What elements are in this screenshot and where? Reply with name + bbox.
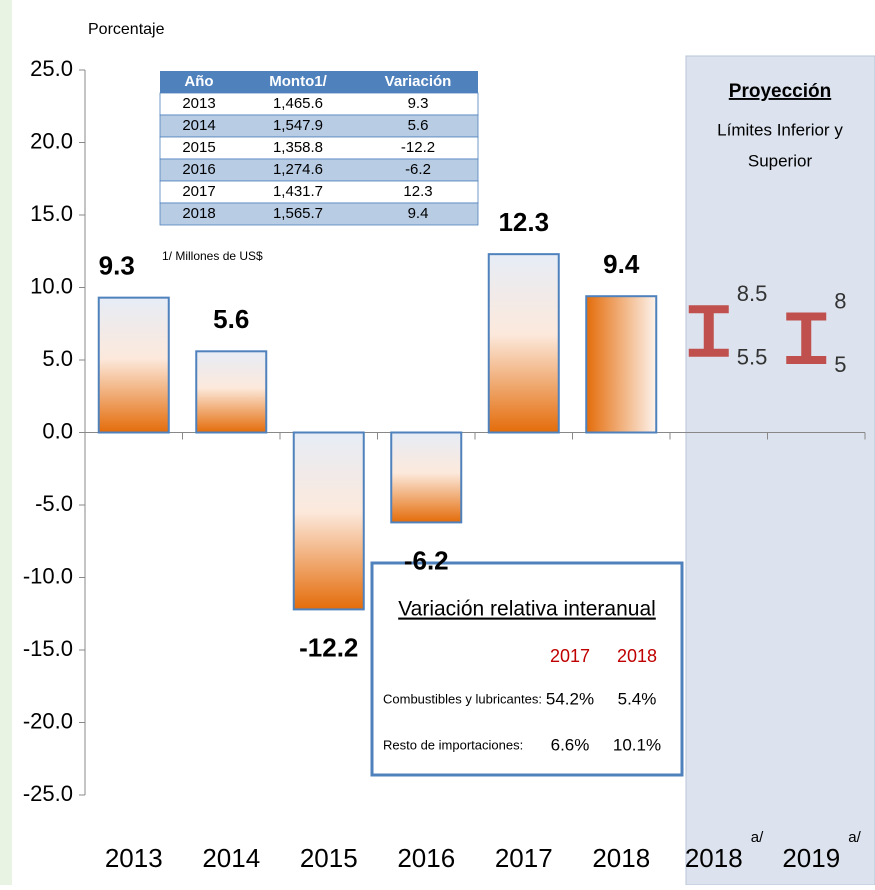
x-tick-label: 2016 <box>397 843 455 873</box>
range-cap-lower <box>786 356 827 364</box>
x-tick-label: 2019 <box>782 843 840 873</box>
bar <box>97 296 170 434</box>
table-cell: 1,565.7 <box>273 205 323 222</box>
bar <box>390 431 463 524</box>
table-cell: -12.2 <box>401 139 435 156</box>
x-tick-label: 2018 <box>592 843 650 873</box>
table-cell: 1,274.6 <box>273 161 323 178</box>
box-column-header: 2017 <box>550 646 590 666</box>
bar <box>292 431 365 611</box>
table-cell: 2016 <box>182 161 215 178</box>
bar-value-label: -12.2 <box>299 632 358 662</box>
bar <box>585 295 658 434</box>
table-cell: 5.6 <box>408 117 429 134</box>
range-cap-lower <box>688 348 729 357</box>
table-cell: 9.4 <box>408 205 429 222</box>
info-box <box>370 561 684 777</box>
table-header-cell: Monto1/ <box>269 73 327 90</box>
range-upper-label: 8 <box>834 288 846 313</box>
x-tick-label: 2014 <box>202 843 260 873</box>
range-cap-upper <box>688 305 729 314</box>
table-cell: 2014 <box>182 117 215 134</box>
box-cell: 54.2% <box>546 689 594 708</box>
table-cell: 1,547.9 <box>273 117 323 134</box>
bar-value-label: 5.6 <box>213 304 249 334</box>
box-row-label: Resto de importaciones: <box>383 737 523 752</box>
y-tick-label: 10.0 <box>30 273 73 298</box>
y-tick-label: 15.0 <box>30 201 73 226</box>
y-tick-label: 5.0 <box>42 346 73 371</box>
table-header <box>160 71 478 93</box>
bar-value-label: 9.3 <box>99 251 135 281</box>
bar-value-label: 12.3 <box>498 207 549 237</box>
box-cell: 5.4% <box>618 689 657 708</box>
table-cell: -6.2 <box>405 161 431 178</box>
table-cell: 2018 <box>182 205 215 222</box>
bar <box>487 253 560 434</box>
box-title: Variación relativa interanual <box>398 598 656 621</box>
box-cell: 6.6% <box>551 735 590 754</box>
box-cell: 10.1% <box>613 735 661 754</box>
projection-title: Proyección <box>729 81 831 102</box>
table-header-cell: Variación <box>385 73 452 90</box>
bar-value-label: -6.2 <box>404 545 449 575</box>
table-cell: 12.3 <box>403 183 432 200</box>
y-tick-label: -25.0 <box>23 781 73 806</box>
table-header-cell: Año <box>184 73 213 90</box>
y-tick-label: -5.0 <box>35 491 73 516</box>
range-upper-label: 8.5 <box>737 281 768 306</box>
box-column-header: 2018 <box>617 646 657 666</box>
table-cell: 1,465.6 <box>273 95 323 112</box>
range-lower-label: 5.5 <box>737 345 768 370</box>
x-tick-superscript: a/ <box>848 829 861 846</box>
range-bar <box>703 309 714 353</box>
table-cell: 9.3 <box>408 95 429 112</box>
y-tick-label: 20.0 <box>30 128 73 153</box>
table-cell: 2015 <box>182 139 215 156</box>
range-cap-upper <box>786 312 827 321</box>
projection-area <box>685 55 875 886</box>
table-row <box>159 202 479 226</box>
table-cell: 2013 <box>182 95 215 112</box>
x-tick-label: 2017 <box>495 843 553 873</box>
y-tick-label: -15.0 <box>23 636 73 661</box>
x-tick-label: 2015 <box>300 843 358 873</box>
table-cell: 1,431.7 <box>273 183 323 200</box>
y-axis-label: Porcentaje <box>88 21 165 38</box>
bar <box>195 350 268 434</box>
table-cell: 1,358.8 <box>273 139 323 156</box>
range-bar <box>801 316 812 360</box>
y-tick-label: 25.0 <box>30 56 73 81</box>
y-tick-label: -10.0 <box>23 563 73 588</box>
box-row-label: Combustibles y lubricantes: <box>383 691 542 706</box>
bar-value-label: 9.4 <box>603 249 640 279</box>
y-tick-label: 0.0 <box>42 418 73 443</box>
table-cell: 2017 <box>182 183 215 200</box>
y-tick-label: -20.0 <box>23 708 73 733</box>
projection-subtitle: Superior <box>748 151 813 170</box>
range-lower-label: 5 <box>834 352 846 377</box>
projection-subtitle: Límites Inferior y <box>717 120 843 139</box>
x-tick-superscript: a/ <box>751 829 764 846</box>
side-strip <box>0 0 12 885</box>
x-tick-label: 2013 <box>105 843 163 873</box>
x-tick-label: 2018 <box>685 843 743 873</box>
table-footnote: 1/ Millones de US$ <box>162 249 263 263</box>
